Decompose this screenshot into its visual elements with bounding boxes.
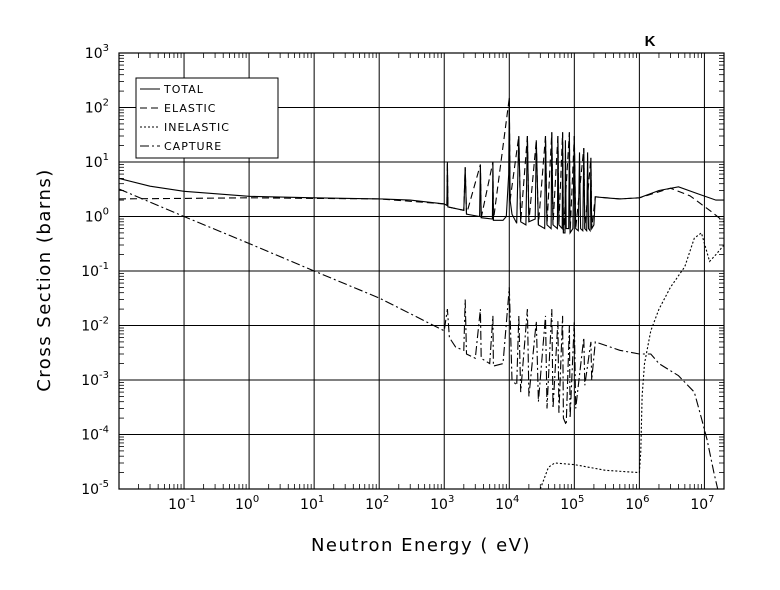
x-tick-label: 104 xyxy=(495,494,519,513)
series-line-elastic xyxy=(119,97,724,233)
legend-label: TOTAL xyxy=(163,83,204,96)
series-lines xyxy=(119,97,724,489)
plot-frame xyxy=(118,52,725,490)
y-tick-label: 10-3 xyxy=(81,370,109,389)
chart-title: K xyxy=(645,33,656,50)
x-tick-label: 101 xyxy=(300,494,324,513)
x-tick-label: 106 xyxy=(625,494,649,513)
x-tick-label: 105 xyxy=(560,494,584,513)
x-tick-label: 102 xyxy=(365,494,389,513)
y-tick-label: 10-4 xyxy=(81,425,109,444)
y-tick-label: 10-2 xyxy=(81,316,109,335)
y-tick-label: 103 xyxy=(85,43,109,62)
x-tick-label: 100 xyxy=(235,494,259,513)
legend: TOTAL ELASTIC INELASTIC CAPTURE xyxy=(135,77,279,159)
x-tick-label: 10-1 xyxy=(168,494,196,513)
legend-box xyxy=(135,77,279,159)
y-tick-label: 102 xyxy=(85,98,109,117)
x-axis-title: Neutron Energy ( eV) xyxy=(311,535,531,556)
series-line-total xyxy=(119,97,724,235)
legend-items: TOTAL ELASTIC INELASTIC CAPTURE xyxy=(140,83,230,153)
series-line-capture xyxy=(119,188,719,489)
x-tick-label: 107 xyxy=(690,494,714,513)
y-tick-label: 101 xyxy=(85,152,109,171)
y-axis-title: Cross Section (barns) xyxy=(34,168,55,392)
legend-label: INELASTIC xyxy=(164,121,230,134)
y-tick-labels: 10-5 10-4 10-3 10-2 10-1 100 101 102 103 xyxy=(81,43,109,498)
y-tick-label: 10-1 xyxy=(81,261,109,280)
y-tick-label: 100 xyxy=(85,207,109,226)
legend-label: CAPTURE xyxy=(164,140,222,153)
x-tick-labels: 10-1 100 101 102 103 104 105 106 107 xyxy=(168,494,714,513)
y-tick-label: 10-5 xyxy=(81,479,109,498)
x-tick-label: 103 xyxy=(430,494,454,513)
series-line-inelastic xyxy=(539,231,724,489)
legend-label: ELASTIC xyxy=(164,102,216,115)
